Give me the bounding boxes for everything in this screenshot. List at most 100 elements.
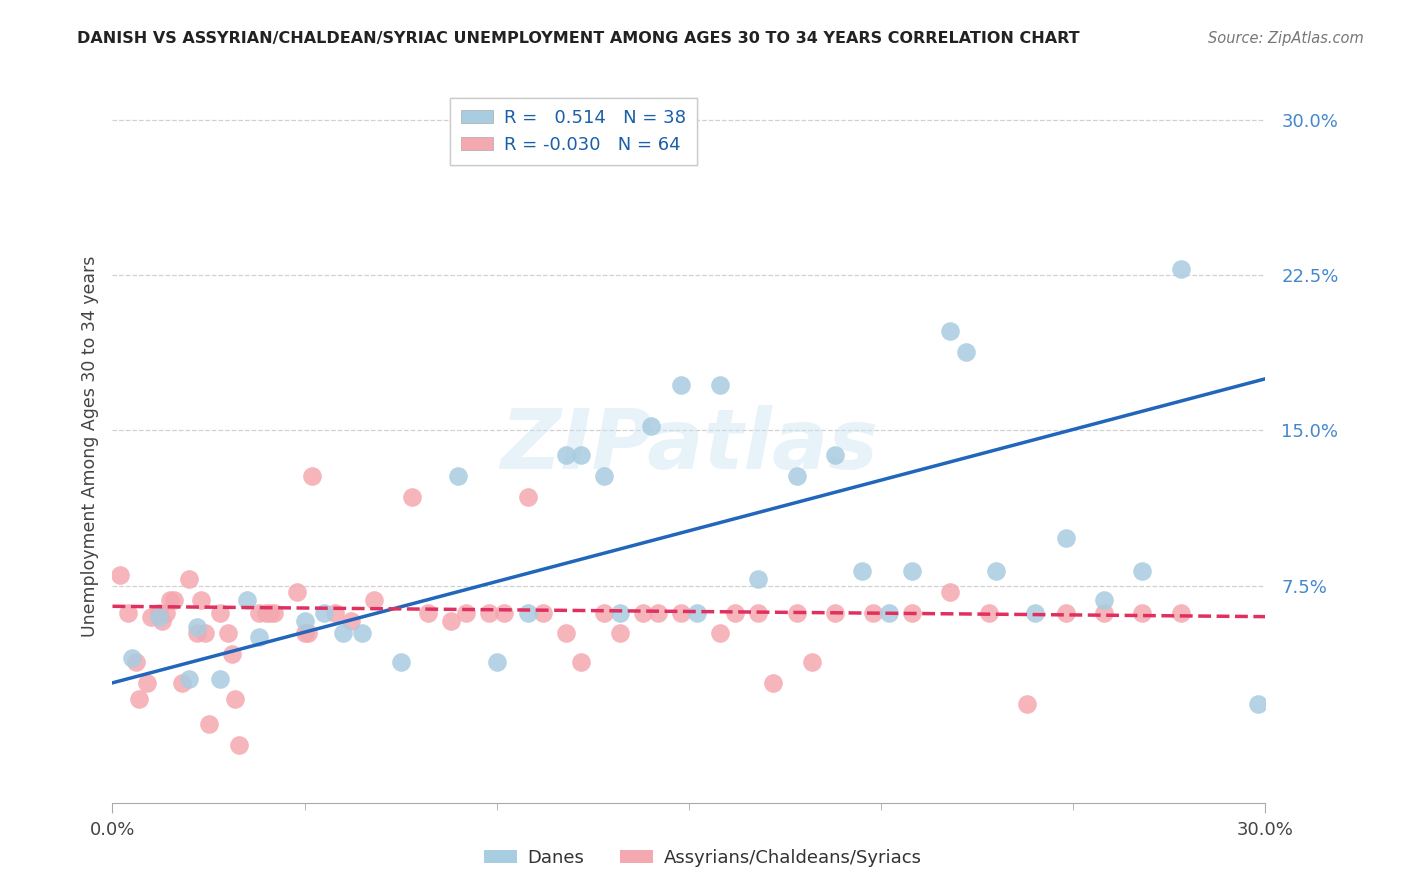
Point [1132, 564, 1154, 578]
Point [254, 606, 277, 620]
Point [1132, 606, 1154, 620]
Point [148, 606, 170, 620]
Point [139, 609, 162, 624]
Point [1247, 697, 1270, 711]
Point [901, 606, 924, 620]
Point [155, 606, 177, 620]
Point [294, 626, 316, 640]
Point [152, 614, 174, 628]
Point [485, 655, 508, 669]
Point [569, 448, 592, 462]
Point [148, 609, 170, 624]
Point [1017, 697, 1039, 711]
Point [209, 606, 232, 620]
Point [363, 593, 385, 607]
Point [986, 564, 1008, 578]
Point [416, 606, 439, 620]
Point [247, 606, 270, 620]
Point [117, 606, 139, 620]
Point [709, 626, 731, 640]
Point [939, 324, 962, 338]
Point [786, 469, 808, 483]
Point [312, 606, 335, 620]
Point [939, 584, 962, 599]
Point [325, 606, 347, 620]
Point [352, 626, 374, 640]
Point [685, 606, 707, 620]
Point [301, 469, 323, 483]
Point [478, 606, 501, 620]
Point [531, 606, 554, 620]
Point [609, 626, 631, 640]
Point [440, 614, 463, 628]
Point [516, 606, 538, 620]
Point [285, 584, 308, 599]
Point [901, 564, 924, 578]
Point [862, 606, 884, 620]
Point [236, 593, 259, 607]
Text: ZIPatlas: ZIPatlas [501, 406, 877, 486]
Point [569, 655, 592, 669]
Point [170, 676, 193, 690]
Point [1170, 606, 1192, 620]
Point [609, 606, 631, 620]
Legend: R =   0.514   N = 38, R = -0.030   N = 64: R = 0.514 N = 38, R = -0.030 N = 64 [450, 98, 697, 165]
Point [221, 647, 243, 661]
Point [186, 620, 208, 634]
Point [259, 606, 281, 620]
Point [824, 606, 846, 620]
Point [877, 606, 900, 620]
Point [1170, 262, 1192, 277]
Point [786, 606, 808, 620]
Point [186, 626, 208, 640]
Point [671, 606, 693, 620]
Point [194, 626, 217, 640]
Point [124, 655, 146, 669]
Point [724, 606, 747, 620]
Point [555, 448, 578, 462]
Point [217, 626, 239, 640]
Point [128, 692, 150, 706]
Point [1054, 531, 1077, 545]
Point [224, 692, 246, 706]
Point [136, 676, 159, 690]
Point [494, 606, 516, 620]
Point [121, 651, 143, 665]
Point [593, 606, 616, 620]
Point [762, 676, 785, 690]
Point [1024, 606, 1046, 620]
Point [647, 606, 669, 620]
Point [555, 626, 578, 640]
Point [824, 448, 846, 462]
Point [851, 564, 873, 578]
Point [332, 626, 354, 640]
Point [800, 655, 823, 669]
Point [955, 344, 977, 359]
Point [631, 606, 654, 620]
Point [593, 469, 616, 483]
Point [297, 626, 319, 640]
Legend: Danes, Assyrians/Chaldeans/Syriacs: Danes, Assyrians/Chaldeans/Syriacs [477, 842, 929, 874]
Point [1092, 593, 1115, 607]
Point [179, 672, 201, 686]
Point [640, 419, 662, 434]
Point [747, 606, 769, 620]
Point [454, 606, 477, 620]
Point [209, 672, 232, 686]
Point [228, 738, 250, 752]
Point [977, 606, 1000, 620]
Point [516, 490, 538, 504]
Point [108, 568, 131, 582]
Point [401, 490, 423, 504]
Point [671, 378, 693, 392]
Text: Source: ZipAtlas.com: Source: ZipAtlas.com [1208, 31, 1364, 46]
Point [294, 614, 316, 628]
Point [179, 573, 201, 587]
Point [263, 606, 285, 620]
Point [1054, 606, 1077, 620]
Point [159, 593, 181, 607]
Text: DANISH VS ASSYRIAN/CHALDEAN/SYRIAC UNEMPLOYMENT AMONG AGES 30 TO 34 YEARS CORREL: DANISH VS ASSYRIAN/CHALDEAN/SYRIAC UNEMP… [77, 31, 1080, 46]
Point [747, 573, 769, 587]
Y-axis label: Unemployment Among Ages 30 to 34 years: Unemployment Among Ages 30 to 34 years [80, 255, 98, 637]
Point [197, 717, 219, 731]
